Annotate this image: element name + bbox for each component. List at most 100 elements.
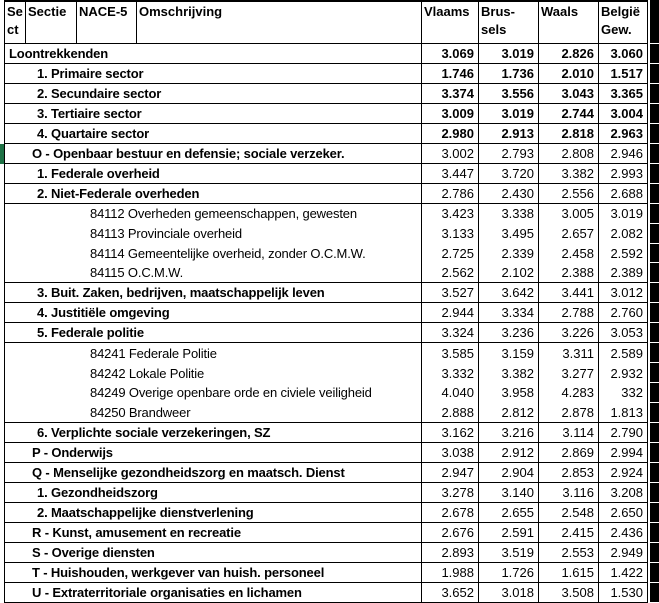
- value-cell-brussels[interactable]: 3.159: [478, 343, 538, 364]
- value-cell-waals[interactable]: 3.114: [538, 422, 598, 443]
- row-label-cell[interactable]: 3. Buit. Zaken, bedrijven, maatschappeli…: [4, 283, 421, 304]
- value-cell-vlaams[interactable]: 3.447: [421, 164, 478, 184]
- value-cell-brussels[interactable]: 3.519: [478, 542, 538, 563]
- value-cell-belgie[interactable]: 2.650: [598, 502, 648, 523]
- value-cell-vlaams[interactable]: 3.332: [421, 363, 478, 383]
- row-label-cell[interactable]: 84113 Provinciale overheid: [4, 223, 421, 244]
- row-label-cell[interactable]: 2. Maatschappelijke dienstverlening: [4, 502, 421, 523]
- value-cell-brussels[interactable]: 3.019: [478, 104, 538, 124]
- row-label-cell[interactable]: 84241 Federale Politie: [4, 343, 421, 364]
- row-label-cell[interactable]: U - Extraterritoriale organisaties en li…: [4, 582, 421, 603]
- value-cell-belgie[interactable]: 2.949: [598, 542, 648, 563]
- value-cell-belgie[interactable]: 2.389: [598, 263, 648, 284]
- value-cell-brussels[interactable]: 2.812: [478, 402, 538, 423]
- value-cell-vlaams[interactable]: 1.746: [421, 64, 478, 84]
- value-cell-belgie[interactable]: 2.924: [598, 462, 648, 483]
- value-cell-waals[interactable]: 3.226: [538, 323, 598, 344]
- value-cell-brussels[interactable]: 2.793: [478, 144, 538, 164]
- value-cell-brussels[interactable]: 3.720: [478, 164, 538, 184]
- value-cell-waals[interactable]: 2.788: [538, 303, 598, 324]
- value-cell-vlaams[interactable]: 2.786: [421, 184, 478, 204]
- value-cell-belgie[interactable]: 3.208: [598, 482, 648, 503]
- value-cell-vlaams[interactable]: 3.009: [421, 104, 478, 124]
- value-cell-vlaams[interactable]: 1.988: [421, 562, 478, 583]
- column-header-sectie[interactable]: Sectie: [25, 0, 76, 44]
- value-cell-waals[interactable]: 2.818: [538, 124, 598, 144]
- value-cell-vlaams[interactable]: 3.002: [421, 144, 478, 164]
- value-cell-belgie[interactable]: 2.994: [598, 442, 648, 463]
- value-cell-belgie[interactable]: 2.592: [598, 243, 648, 264]
- row-label-cell[interactable]: 1. Gezondheidszorg: [4, 482, 421, 503]
- row-label-cell[interactable]: 4. Justitiële omgeving: [4, 303, 421, 324]
- row-label-cell[interactable]: 1. Primaire sector: [4, 64, 421, 84]
- value-cell-waals[interactable]: 3.508: [538, 582, 598, 603]
- value-cell-belgie[interactable]: 2.688: [598, 184, 648, 204]
- value-cell-vlaams[interactable]: 3.324: [421, 323, 478, 344]
- value-cell-vlaams[interactable]: 3.133: [421, 223, 478, 244]
- row-label-cell[interactable]: 84249 Overige openbare orde en civiele v…: [4, 382, 421, 403]
- value-cell-waals[interactable]: 3.382: [538, 164, 598, 184]
- column-header-brussels[interactable]: Brus- sels: [478, 0, 538, 44]
- value-cell-belgie[interactable]: 3.365: [598, 84, 648, 104]
- value-cell-waals[interactable]: 3.116: [538, 482, 598, 503]
- value-cell-brussels[interactable]: 3.334: [478, 303, 538, 324]
- value-cell-brussels[interactable]: 3.018: [478, 582, 538, 603]
- value-cell-waals[interactable]: 2.556: [538, 184, 598, 204]
- value-cell-brussels[interactable]: 3.958: [478, 382, 538, 403]
- value-cell-brussels[interactable]: 2.912: [478, 442, 538, 463]
- row-label-cell[interactable]: Q - Menselijke gezondheidszorg en maatsc…: [4, 462, 421, 483]
- value-cell-belgie[interactable]: 2.946: [598, 144, 648, 164]
- value-cell-vlaams[interactable]: 3.069: [421, 44, 478, 64]
- value-cell-belgie[interactable]: 2.589: [598, 343, 648, 364]
- value-cell-vlaams[interactable]: 3.423: [421, 204, 478, 224]
- column-header-vlaams[interactable]: Vlaams: [421, 0, 478, 44]
- value-cell-belgie[interactable]: 3.053: [598, 323, 648, 344]
- value-cell-waals[interactable]: 3.005: [538, 204, 598, 224]
- value-cell-vlaams[interactable]: 2.562: [421, 263, 478, 284]
- value-cell-brussels[interactable]: 1.736: [478, 64, 538, 84]
- value-cell-brussels[interactable]: 3.140: [478, 482, 538, 503]
- value-cell-vlaams[interactable]: 2.676: [421, 522, 478, 543]
- row-label-cell[interactable]: R - Kunst, amusement en recreatie: [4, 522, 421, 543]
- row-label-cell[interactable]: Loontrekkenden: [4, 44, 421, 64]
- value-cell-waals[interactable]: 3.043: [538, 84, 598, 104]
- value-cell-brussels[interactable]: 2.430: [478, 184, 538, 204]
- row-label-cell[interactable]: P - Onderwijs: [4, 442, 421, 463]
- value-cell-brussels[interactable]: 2.655: [478, 502, 538, 523]
- value-cell-brussels[interactable]: 3.338: [478, 204, 538, 224]
- value-cell-belgie[interactable]: 1.422: [598, 562, 648, 583]
- row-label-cell[interactable]: 4. Quartaire sector: [4, 124, 421, 144]
- value-cell-belgie[interactable]: 2.436: [598, 522, 648, 543]
- value-cell-vlaams[interactable]: 2.888: [421, 402, 478, 423]
- value-cell-brussels[interactable]: 3.236: [478, 323, 538, 344]
- value-cell-brussels[interactable]: 2.904: [478, 462, 538, 483]
- value-cell-belgie[interactable]: 2.790: [598, 422, 648, 443]
- value-cell-belgie[interactable]: 2.963: [598, 124, 648, 144]
- value-cell-brussels[interactable]: 3.642: [478, 283, 538, 304]
- column-header-sect[interactable]: Se ct: [4, 0, 25, 44]
- row-label-cell[interactable]: 6. Verplichte sociale verzekeringen, SZ: [4, 422, 421, 443]
- value-cell-belgie[interactable]: 2.760: [598, 303, 648, 324]
- value-cell-brussels[interactable]: 3.382: [478, 363, 538, 383]
- value-cell-belgie[interactable]: 332: [598, 382, 648, 403]
- row-label-cell[interactable]: 84242 Lokale Politie: [4, 363, 421, 383]
- value-cell-belgie[interactable]: 3.060: [598, 44, 648, 64]
- value-cell-brussels[interactable]: 3.556: [478, 84, 538, 104]
- value-cell-vlaams[interactable]: 3.527: [421, 283, 478, 304]
- row-label-cell[interactable]: O - Openbaar bestuur en defensie; social…: [4, 144, 421, 164]
- value-cell-vlaams[interactable]: 2.678: [421, 502, 478, 523]
- row-label-cell[interactable]: 84250 Brandweer: [4, 402, 421, 423]
- value-cell-vlaams[interactable]: 2.893: [421, 542, 478, 563]
- row-label-cell[interactable]: 84112 Overheden gemeenschappen, gewesten: [4, 204, 421, 224]
- value-cell-belgie[interactable]: 2.082: [598, 223, 648, 244]
- value-cell-vlaams[interactable]: 4.040: [421, 382, 478, 403]
- value-cell-brussels[interactable]: 2.913: [478, 124, 538, 144]
- value-cell-brussels[interactable]: 2.591: [478, 522, 538, 543]
- value-cell-brussels[interactable]: 3.216: [478, 422, 538, 443]
- column-header-waals[interactable]: Waals: [538, 0, 598, 44]
- value-cell-brussels[interactable]: 3.019: [478, 44, 538, 64]
- column-header-omschrijving[interactable]: Omschrijving: [136, 0, 421, 44]
- value-cell-brussels[interactable]: 3.495: [478, 223, 538, 244]
- value-cell-vlaams[interactable]: 3.278: [421, 482, 478, 503]
- row-label-cell[interactable]: 2. Secundaire sector: [4, 84, 421, 104]
